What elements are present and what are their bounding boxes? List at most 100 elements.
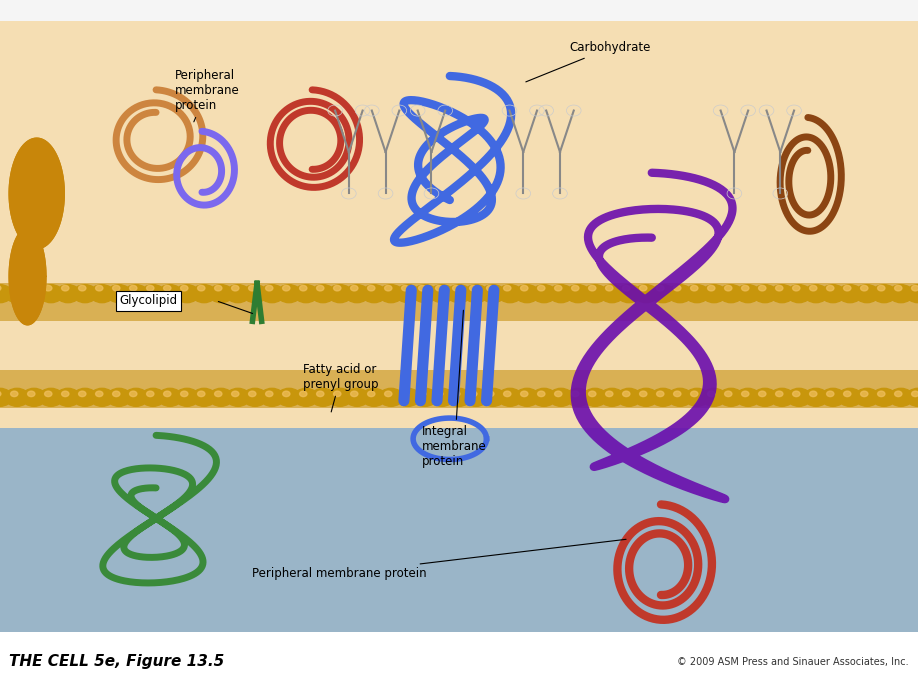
Circle shape xyxy=(588,391,596,397)
Text: Fatty acid or
prenyl group: Fatty acid or prenyl group xyxy=(303,363,378,412)
Circle shape xyxy=(95,391,103,397)
Text: Integral
membrane
protein: Integral membrane protein xyxy=(422,310,487,468)
Circle shape xyxy=(175,285,199,303)
Circle shape xyxy=(243,285,267,303)
Circle shape xyxy=(554,285,562,291)
Circle shape xyxy=(226,388,250,406)
Circle shape xyxy=(396,388,420,406)
Circle shape xyxy=(90,388,114,406)
Circle shape xyxy=(465,388,488,406)
Circle shape xyxy=(583,285,607,303)
Circle shape xyxy=(572,391,579,397)
Circle shape xyxy=(776,391,783,397)
Circle shape xyxy=(702,388,726,406)
Circle shape xyxy=(249,391,256,397)
Circle shape xyxy=(532,285,556,303)
Circle shape xyxy=(249,285,256,291)
Circle shape xyxy=(0,391,1,397)
Circle shape xyxy=(776,285,783,291)
Circle shape xyxy=(521,285,528,291)
Circle shape xyxy=(328,388,352,406)
Circle shape xyxy=(163,391,171,397)
Circle shape xyxy=(209,285,233,303)
Circle shape xyxy=(685,285,709,303)
Circle shape xyxy=(453,285,460,291)
Circle shape xyxy=(231,285,239,291)
Circle shape xyxy=(62,285,69,291)
Text: Glycolipid: Glycolipid xyxy=(119,294,177,307)
Circle shape xyxy=(906,388,918,406)
Circle shape xyxy=(158,388,182,406)
Circle shape xyxy=(56,285,80,303)
Circle shape xyxy=(317,391,324,397)
Circle shape xyxy=(299,391,307,397)
Circle shape xyxy=(311,285,335,303)
Circle shape xyxy=(197,285,205,291)
Circle shape xyxy=(758,391,766,397)
Circle shape xyxy=(736,285,760,303)
Circle shape xyxy=(328,285,352,303)
Circle shape xyxy=(260,285,284,303)
Circle shape xyxy=(549,285,573,303)
Circle shape xyxy=(175,388,199,406)
FancyBboxPatch shape xyxy=(0,428,918,691)
Circle shape xyxy=(39,285,63,303)
Circle shape xyxy=(401,391,409,397)
Circle shape xyxy=(504,391,511,397)
Circle shape xyxy=(333,285,341,291)
Circle shape xyxy=(804,285,828,303)
Circle shape xyxy=(124,285,148,303)
Circle shape xyxy=(640,285,647,291)
Circle shape xyxy=(855,285,879,303)
Circle shape xyxy=(753,388,777,406)
Circle shape xyxy=(283,391,290,397)
Circle shape xyxy=(622,391,630,397)
Circle shape xyxy=(753,285,777,303)
Circle shape xyxy=(521,391,528,397)
Circle shape xyxy=(498,285,522,303)
Circle shape xyxy=(844,391,851,397)
Circle shape xyxy=(367,285,375,291)
Circle shape xyxy=(640,391,647,397)
Circle shape xyxy=(470,285,477,291)
Circle shape xyxy=(447,285,471,303)
Circle shape xyxy=(294,388,318,406)
Circle shape xyxy=(379,388,403,406)
Circle shape xyxy=(447,388,471,406)
Circle shape xyxy=(317,285,324,291)
Circle shape xyxy=(860,391,868,397)
Circle shape xyxy=(396,285,420,303)
Circle shape xyxy=(622,285,630,291)
Circle shape xyxy=(470,391,477,397)
Circle shape xyxy=(889,285,912,303)
Circle shape xyxy=(583,388,607,406)
Circle shape xyxy=(770,388,794,406)
Circle shape xyxy=(554,391,562,397)
Circle shape xyxy=(606,391,613,397)
Circle shape xyxy=(11,285,18,291)
Circle shape xyxy=(742,285,749,291)
Circle shape xyxy=(129,391,137,397)
Circle shape xyxy=(413,285,437,303)
Circle shape xyxy=(345,285,369,303)
Circle shape xyxy=(742,391,749,397)
Circle shape xyxy=(62,391,69,397)
Circle shape xyxy=(606,285,613,291)
Circle shape xyxy=(566,285,590,303)
Circle shape xyxy=(351,391,358,397)
Circle shape xyxy=(651,388,675,406)
Circle shape xyxy=(22,388,46,406)
Circle shape xyxy=(588,285,596,291)
Circle shape xyxy=(231,391,239,397)
Circle shape xyxy=(430,388,453,406)
Circle shape xyxy=(79,285,86,291)
Circle shape xyxy=(73,388,97,406)
Circle shape xyxy=(844,285,851,291)
Circle shape xyxy=(113,391,120,397)
Text: Peripheral
membrane
protein: Peripheral membrane protein xyxy=(174,69,240,122)
Circle shape xyxy=(878,285,885,291)
Circle shape xyxy=(826,391,834,397)
Circle shape xyxy=(197,391,205,397)
Circle shape xyxy=(453,391,460,397)
Circle shape xyxy=(566,388,590,406)
